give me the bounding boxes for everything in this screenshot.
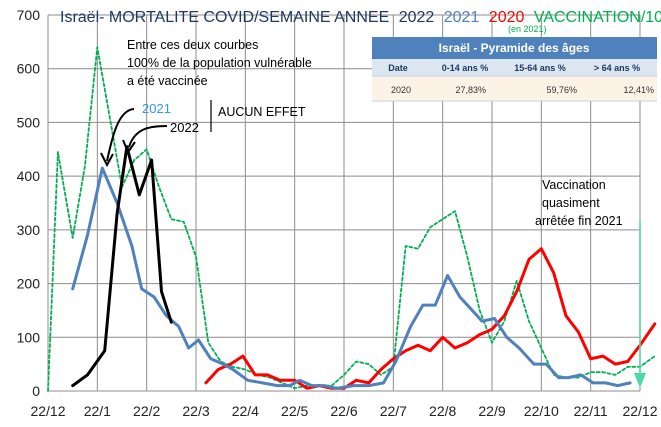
series-line-y2020 [204, 247, 657, 390]
arrow-2021-head-icon [100, 152, 114, 168]
title-vaccination-note: (en 2021) [508, 24, 547, 34]
pyramid-table-colhead-bg [372, 59, 657, 76]
vaccination-stop-arrow-head-icon [634, 373, 646, 388]
annotation-vaccination-line-1: Vaccination [542, 178, 606, 192]
pyramid-cell-15-64: 59,76% [546, 85, 577, 95]
pyramid-table-header-bg [372, 37, 657, 59]
y-tick-label: 700 [17, 7, 41, 23]
y-tick-label: 500 [17, 114, 41, 130]
title-prefix: Israël- MORTALITE COVID/SEMAINE ANNEE [60, 9, 389, 26]
y-tick-label: 0 [32, 383, 40, 399]
x-tick-label: 22/9 [478, 403, 505, 419]
pyramid-col-0-14: 0-14 ans % [442, 63, 489, 73]
annotation-vaccination-line-2: quasiment [542, 196, 600, 210]
x-tick-label: 22/1 [84, 403, 111, 419]
y-tick-label: 400 [17, 168, 41, 184]
label-2022: 2022 [170, 120, 199, 135]
x-tick-label: 22/10 [524, 403, 559, 419]
x-tick-label: 22/4 [232, 403, 259, 419]
x-tick-label: 22/6 [330, 403, 357, 419]
title-year-2021: 2021 [444, 9, 480, 26]
y-tick-label: 100 [17, 329, 41, 345]
label-2021: 2021 [142, 101, 171, 116]
pyramid-table-row-bg [372, 76, 657, 101]
pyramid-col-date: Date [388, 63, 408, 73]
pyramid-cell-64-plus: 12,41% [623, 85, 654, 95]
annotation-protected: Entre ces deux courbes 100% de la popula… [127, 38, 312, 88]
arrow-2022-head-icon [122, 139, 136, 155]
pyramid-col-15-64: 15-64 ans % [514, 63, 566, 73]
title-year-2022: 2022 [399, 9, 435, 26]
pyramid-table-title: Israël - Pyramide des âges [439, 41, 590, 55]
pyramid-cell-0-14: 27,83% [455, 85, 486, 95]
x-tick-label: 22/2 [133, 403, 160, 419]
pyramid-table: Israël - Pyramide des âges Date 0-14 ans… [372, 37, 657, 102]
annotation-no-effect: AUCUN EFFET [218, 105, 306, 119]
title-year-2020: 2020 [489, 9, 525, 26]
y-tick-label: 300 [17, 222, 41, 238]
x-tick-label: 22/5 [281, 403, 308, 419]
pyramid-col-64-plus: > 64 ans % [594, 63, 640, 73]
x-tick-label: 22/3 [182, 403, 209, 419]
annotation-vaccination-stop: Vaccination quasiment arrêtée fin 2021 [535, 178, 623, 228]
title-vaccination: VACCINATION/1000 [534, 9, 661, 26]
arrow-2021-curve [106, 108, 135, 162]
y-tick-label: 600 [17, 61, 41, 77]
x-tick-label: 22/7 [380, 403, 407, 419]
x-tick-label: 22/8 [429, 403, 456, 419]
grid [47, 14, 641, 392]
chart-title: Israël- MORTALITE COVID/SEMAINE ANNEE 20… [60, 9, 661, 26]
series-lines [47, 46, 657, 392]
x-tick-label: 22/12 [30, 403, 65, 419]
annotation-protected-line-2: 100% de la population vulnérable [127, 56, 312, 70]
x-tick-label: 22/11 [574, 403, 608, 419]
annotation-vaccination-line-3: arrêtée fin 2021 [535, 214, 623, 228]
arrow-2022-curve [128, 125, 168, 148]
pyramid-cell-date: 2020 [391, 85, 411, 95]
annotation-protected-line-3: a été vaccinée [127, 74, 208, 88]
x-axis-ticks: 22/12 22/1 22/2 22/3 22/4 22/5 22/6 22/7 22/8 22/… [30, 403, 657, 419]
annotation-protected-line-1: Entre ces deux courbes [127, 38, 258, 52]
y-axis-ticks: 0 100 200 300 400 500 600 700 [17, 7, 41, 399]
series-line-y2022 [71, 145, 173, 388]
y-tick-label: 200 [17, 276, 41, 292]
x-tick-label: 22/12 [622, 403, 657, 419]
pointer-arrows [100, 108, 168, 168]
